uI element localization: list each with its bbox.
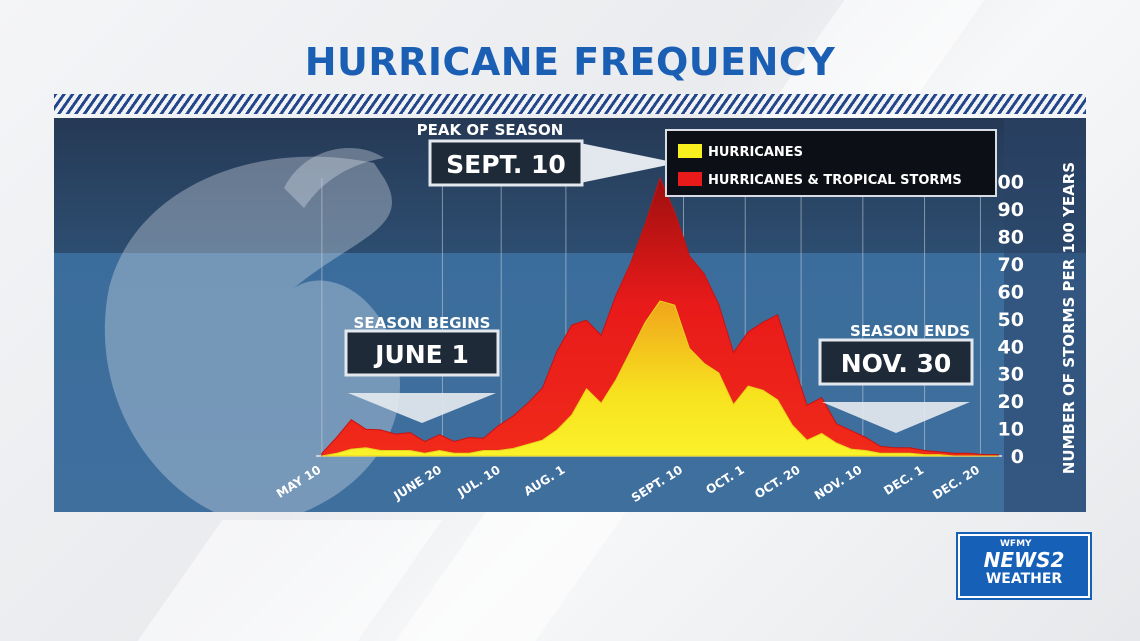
legend-label-storms: HURRICANES & TROPICAL STORMS (708, 173, 962, 188)
legend-swatch-storms (678, 172, 702, 186)
page-title: HURRICANE FREQUENCY (304, 40, 836, 84)
wfmy-news2-logo: WFMY NEWS2 WEATHER (958, 534, 1090, 598)
annotation-box (344, 329, 500, 377)
annotation-caption: SEASON BEGINS (354, 314, 491, 332)
y-tick-label: 10 (998, 419, 1024, 441)
axis-panel (1004, 118, 1086, 512)
legend-box (665, 129, 997, 197)
y-axis-label: NUMBER OF STORMS PER 100 YEARS (1060, 162, 1078, 474)
y-tick-label: 80 (998, 227, 1024, 249)
annotation-arrow (348, 393, 496, 423)
annotation-arrow (580, 143, 678, 183)
y-tick-label: 0 (1011, 446, 1024, 468)
hatched-divider (54, 94, 1086, 114)
annotation-caption: PEAK OF SEASON (417, 121, 564, 139)
hurricane-symbol (104, 156, 401, 512)
logo-station: WFMY (1000, 539, 1032, 549)
annotation-date: SEPT. 10 (446, 150, 566, 179)
logo-news2: NEWS2 (983, 548, 1065, 572)
y-tick-label: 20 (998, 391, 1024, 413)
hurricane-frequency-chart: MAY 10 JUNE 20 JUL. 10 AUG. 1 SEPT. 10 OCT. 1… (54, 118, 1086, 512)
annotation-date: JUNE 1 (373, 340, 469, 369)
y-tick-label: 60 (998, 281, 1024, 303)
legend-label-hurricanes: HURRICANES (708, 145, 803, 160)
y-tick-label: 30 (998, 364, 1024, 386)
annotation-caption: SEASON ENDS (850, 322, 970, 340)
annotation-date: NOV. 30 (841, 349, 952, 378)
background-stripe (137, 520, 443, 641)
y-tick-label: 40 (998, 336, 1024, 358)
legend-swatch-hurricanes (678, 144, 702, 158)
y-tick-label: 70 (998, 254, 1024, 276)
annotation-arrow (822, 402, 970, 433)
annotation-box (818, 338, 974, 386)
logo-weather: WEATHER (985, 571, 1063, 587)
hurricane-symbol-tail (284, 148, 384, 208)
annotation-box (428, 139, 584, 187)
area-hurricanes (321, 300, 999, 457)
y-tick-label: 90 (998, 199, 1024, 221)
y-tick-label: 50 (998, 309, 1024, 331)
